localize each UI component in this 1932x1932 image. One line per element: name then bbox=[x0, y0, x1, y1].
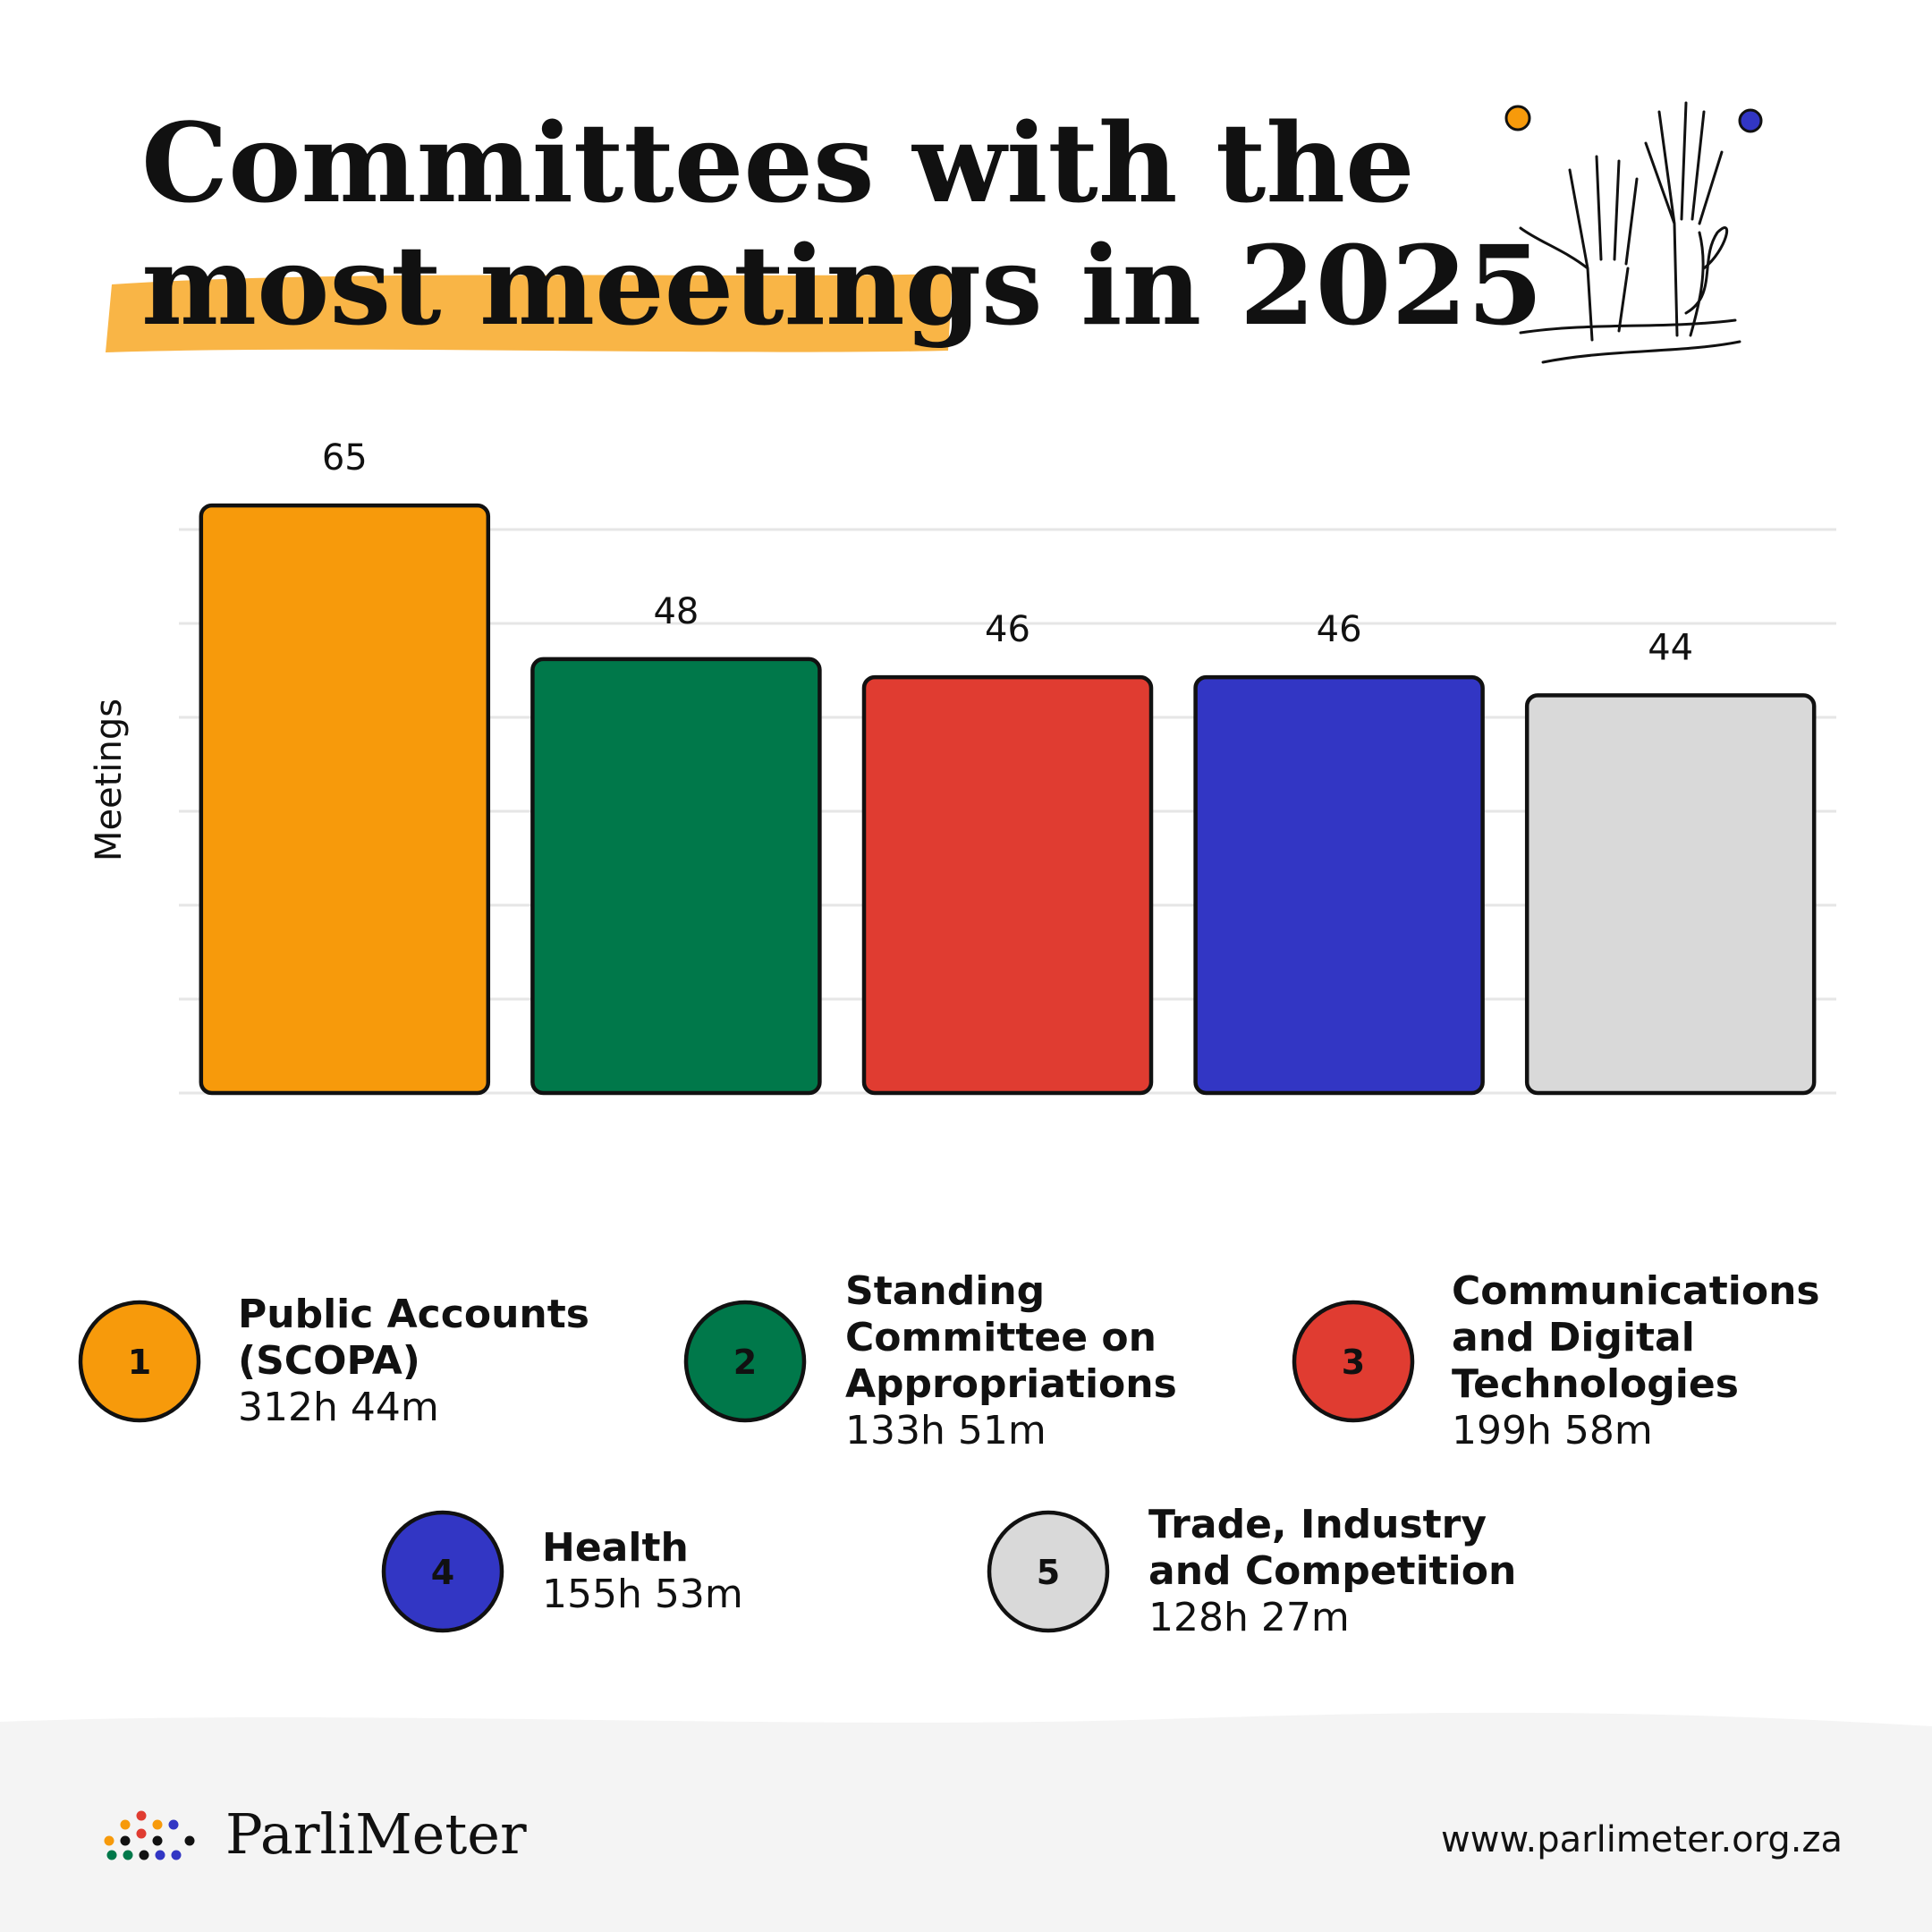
bar bbox=[1524, 693, 1817, 1096]
title-text: in 2025 bbox=[1080, 221, 1543, 350]
brand: ParliMeter bbox=[225, 1801, 527, 1867]
chart-title: most meetings in 2025 bbox=[141, 221, 1543, 350]
legend-duration: 199h 58m bbox=[1452, 1408, 1653, 1453]
url: www.parlimeter.org.za bbox=[1441, 1819, 1843, 1860]
title-highlight bbox=[106, 274, 953, 352]
footer-band bbox=[0, 1712, 1932, 1932]
legend-name: Standing Committee on Appropriations bbox=[845, 1268, 1177, 1407]
legend-entry: Communications and Digital Technologies 1… bbox=[1452, 1268, 1863, 1454]
legend-swatch bbox=[1292, 1300, 1415, 1423]
title-highlight-text: most meetings bbox=[141, 221, 1043, 350]
legend-rank: 1 bbox=[128, 1343, 151, 1382]
bar bbox=[861, 674, 1154, 1096]
legend-swatch bbox=[381, 1510, 504, 1633]
legend-entry: Public Accounts (SCOPA) 312h 44m bbox=[238, 1292, 614, 1431]
legend-rank: 5 bbox=[1037, 1553, 1060, 1592]
legend-name: Public Accounts (SCOPA) bbox=[238, 1292, 589, 1384]
legend-name: Trade, Industry and Competition bbox=[1148, 1502, 1517, 1594]
legend-duration: 133h 51m bbox=[845, 1408, 1046, 1453]
legend-swatch bbox=[683, 1300, 807, 1423]
legend-duration: 155h 53m bbox=[542, 1572, 743, 1617]
legend-name: Health bbox=[542, 1525, 689, 1571]
legend-rank: 3 bbox=[1342, 1343, 1365, 1382]
value-label: 44 bbox=[1648, 627, 1693, 668]
legend-name: Communications and Digital Technologies bbox=[1452, 1268, 1820, 1407]
bar bbox=[1193, 674, 1485, 1096]
value-label: 46 bbox=[985, 609, 1030, 650]
legend-entry: Health 155h 53m bbox=[542, 1525, 900, 1618]
y-axis-label: Meetings bbox=[89, 699, 130, 861]
legend-swatch bbox=[78, 1300, 201, 1423]
chart-title: Committees with the bbox=[141, 98, 1415, 227]
legend-entry: Trade, Industry and Competition 128h 27m bbox=[1148, 1502, 1560, 1641]
illustration-dot bbox=[1504, 105, 1531, 131]
legend-duration: 128h 27m bbox=[1148, 1595, 1350, 1640]
value-label: 48 bbox=[653, 591, 699, 632]
bar bbox=[530, 657, 822, 1096]
bar bbox=[199, 503, 491, 1096]
legend-swatch bbox=[987, 1510, 1110, 1633]
legend-duration: 312h 44m bbox=[238, 1385, 439, 1430]
legend-rank: 2 bbox=[733, 1343, 757, 1382]
value-label: 46 bbox=[1317, 609, 1362, 650]
illustration bbox=[1519, 101, 1741, 364]
logo-dots bbox=[104, 1810, 195, 1860]
value-label: 65 bbox=[322, 437, 368, 479]
legend-rank: 4 bbox=[431, 1553, 454, 1592]
illustration-dot bbox=[1738, 108, 1763, 133]
legend-entry: Standing Committee on Appropriations 133h… bbox=[845, 1268, 1177, 1454]
